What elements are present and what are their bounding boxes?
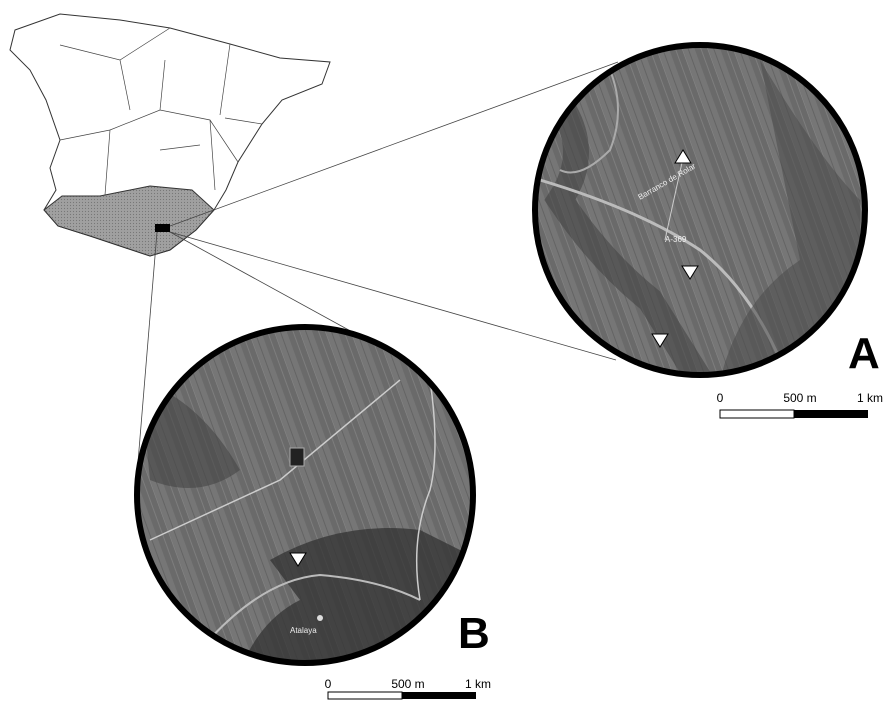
page: Barranco de Rolar A-369 A 0 500 m 1 km A… (0, 0, 890, 700)
panel-label: A (848, 329, 880, 378)
panel-label: B (458, 609, 490, 658)
place-label: A-369 (665, 235, 687, 244)
study-area (155, 224, 170, 232)
scale-label: 500 m (391, 677, 424, 691)
figure: Barranco de Rolar A-369 A 0 500 m 1 km A… (0, 0, 890, 700)
scale-label: 0 (717, 391, 724, 405)
aerial-view-b: Atalaya (130, 320, 480, 670)
scale-label: 1 km (857, 391, 883, 405)
aerial-view-a: Barranco de Rolar A-369 (530, 40, 870, 380)
scale-label: 0 (325, 677, 332, 691)
scale-bar: 0 500 m 1 km (325, 677, 491, 699)
scale-label: 1 km (465, 677, 491, 691)
scale-bar: 0 500 m 1 km (717, 391, 883, 418)
spain-map (10, 14, 330, 256)
scale-label: 500 m (783, 391, 816, 405)
place-label: Atalaya (290, 626, 317, 635)
